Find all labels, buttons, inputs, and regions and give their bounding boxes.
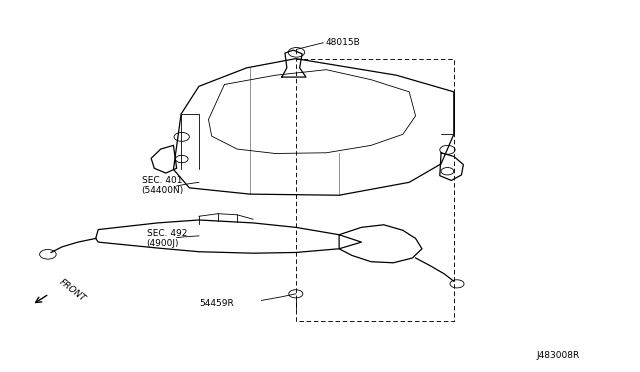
Text: (54400N): (54400N) [141, 186, 184, 195]
Text: J483008R: J483008R [537, 350, 580, 360]
Text: SEC. 401: SEC. 401 [141, 176, 182, 185]
Text: 54459R: 54459R [199, 299, 234, 308]
Text: SEC. 492: SEC. 492 [147, 230, 187, 238]
Text: FRONT: FRONT [58, 277, 87, 303]
Text: 48015B: 48015B [325, 38, 360, 47]
Text: (4900J): (4900J) [147, 240, 179, 248]
